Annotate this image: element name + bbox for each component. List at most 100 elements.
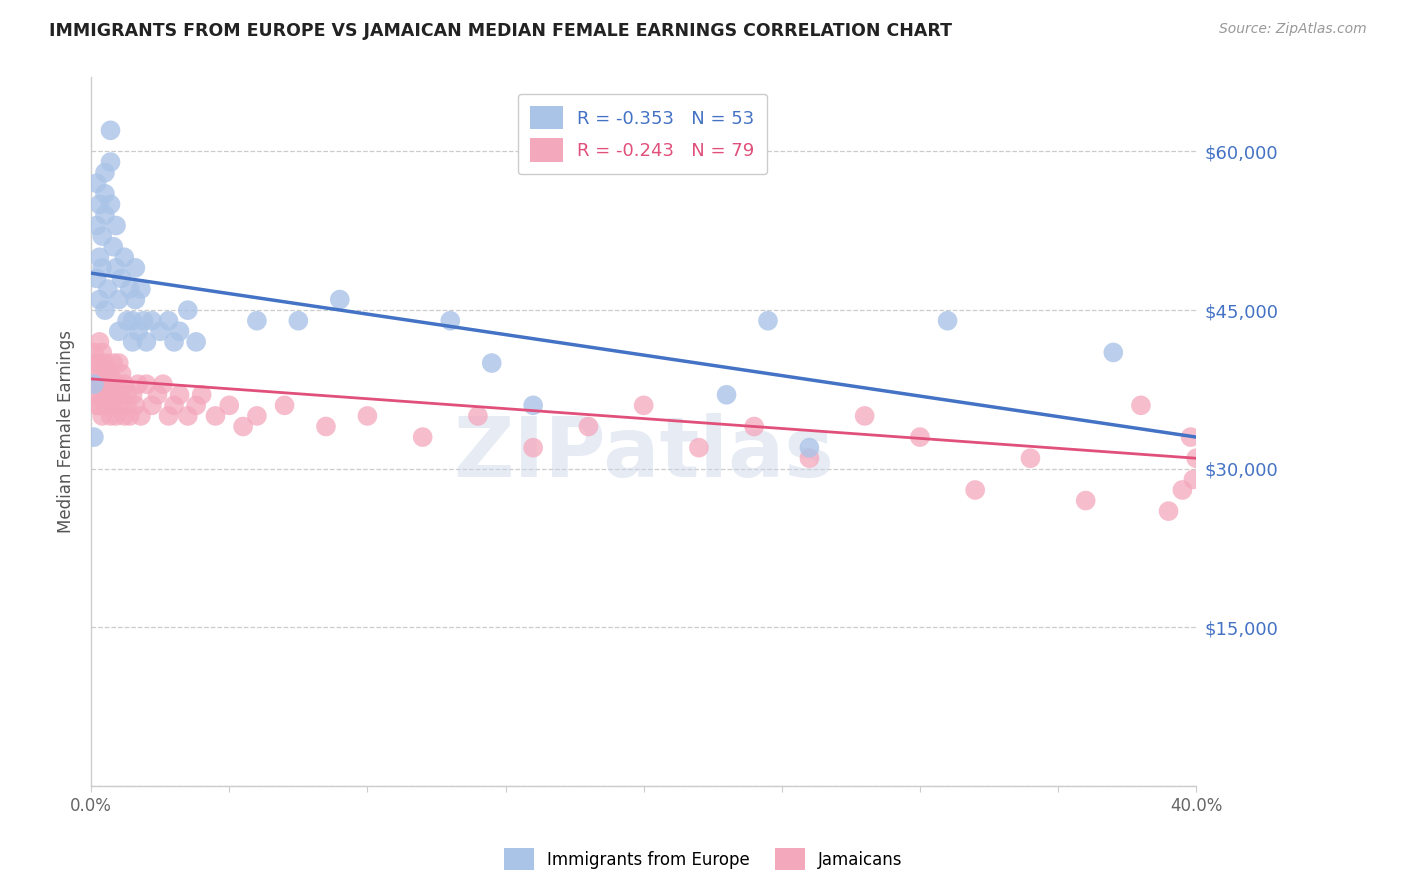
Point — [169, 324, 191, 338]
Point — [86, 398, 108, 412]
Point — [100, 409, 122, 423]
Point — [1171, 483, 1194, 497]
Point — [232, 419, 254, 434]
Point — [439, 314, 461, 328]
Point — [100, 123, 122, 137]
Point — [273, 398, 295, 412]
Text: IMMIGRANTS FROM EUROPE VS JAMAICAN MEDIAN FEMALE EARNINGS CORRELATION CHART: IMMIGRANTS FROM EUROPE VS JAMAICAN MEDIA… — [49, 22, 952, 40]
Point — [110, 367, 132, 381]
Point — [86, 377, 108, 392]
Point — [110, 271, 132, 285]
Point — [94, 388, 117, 402]
Point — [1019, 451, 1042, 466]
Point — [94, 398, 117, 412]
Point — [100, 388, 122, 402]
Point — [184, 398, 207, 412]
Point — [218, 398, 240, 412]
Point — [287, 314, 309, 328]
Point — [149, 324, 172, 338]
Point — [716, 388, 738, 402]
Point — [157, 409, 180, 423]
Point — [91, 367, 114, 381]
Point — [83, 430, 105, 444]
Point — [107, 293, 129, 307]
Point — [936, 314, 959, 328]
Point — [127, 377, 149, 392]
Point — [633, 398, 655, 412]
Point — [742, 419, 765, 434]
Point — [103, 356, 125, 370]
Legend: Immigrants from Europe, Jamaicans: Immigrants from Europe, Jamaicans — [496, 842, 910, 877]
Point — [83, 345, 105, 359]
Point — [83, 388, 105, 402]
Point — [94, 303, 117, 318]
Point — [100, 155, 122, 169]
Point — [356, 409, 378, 423]
Point — [107, 356, 129, 370]
Point — [91, 229, 114, 244]
Point — [112, 250, 135, 264]
Point — [177, 303, 200, 318]
Point — [169, 388, 191, 402]
Point — [146, 388, 169, 402]
Point — [177, 409, 200, 423]
Point — [135, 334, 157, 349]
Point — [756, 314, 779, 328]
Legend: R = -0.353   N = 53, R = -0.243   N = 79: R = -0.353 N = 53, R = -0.243 N = 79 — [517, 94, 768, 174]
Point — [86, 271, 108, 285]
Point — [97, 377, 120, 392]
Point — [141, 398, 163, 412]
Point — [105, 219, 128, 233]
Point — [112, 377, 135, 392]
Point — [129, 282, 152, 296]
Point — [118, 282, 141, 296]
Point — [86, 219, 108, 233]
Point — [94, 166, 117, 180]
Point — [94, 356, 117, 370]
Point — [190, 388, 212, 402]
Point — [127, 324, 149, 338]
Point — [105, 260, 128, 275]
Point — [1102, 345, 1125, 359]
Point — [86, 367, 108, 381]
Text: Source: ZipAtlas.com: Source: ZipAtlas.com — [1219, 22, 1367, 37]
Point — [688, 441, 710, 455]
Point — [412, 430, 434, 444]
Point — [103, 240, 125, 254]
Point — [246, 409, 269, 423]
Point — [94, 186, 117, 201]
Point — [124, 293, 146, 307]
Point — [522, 441, 544, 455]
Point — [799, 451, 821, 466]
Point — [965, 483, 987, 497]
Point — [124, 260, 146, 275]
Point — [1180, 430, 1202, 444]
Point — [1185, 451, 1208, 466]
Point — [115, 314, 138, 328]
Point — [152, 377, 174, 392]
Point — [105, 409, 128, 423]
Point — [107, 377, 129, 392]
Point — [107, 324, 129, 338]
Point — [103, 377, 125, 392]
Point — [89, 293, 111, 307]
Point — [204, 409, 226, 423]
Point — [124, 398, 146, 412]
Point — [118, 409, 141, 423]
Point — [163, 334, 186, 349]
Point — [141, 314, 163, 328]
Y-axis label: Median Female Earnings: Median Female Earnings — [58, 330, 75, 533]
Point — [129, 409, 152, 423]
Point — [94, 208, 117, 222]
Point — [467, 409, 489, 423]
Point — [115, 388, 138, 402]
Point — [121, 388, 143, 402]
Point — [112, 409, 135, 423]
Point — [115, 398, 138, 412]
Point — [94, 377, 117, 392]
Point — [132, 314, 155, 328]
Point — [522, 398, 544, 412]
Point — [799, 441, 821, 455]
Point — [86, 176, 108, 190]
Point — [100, 367, 122, 381]
